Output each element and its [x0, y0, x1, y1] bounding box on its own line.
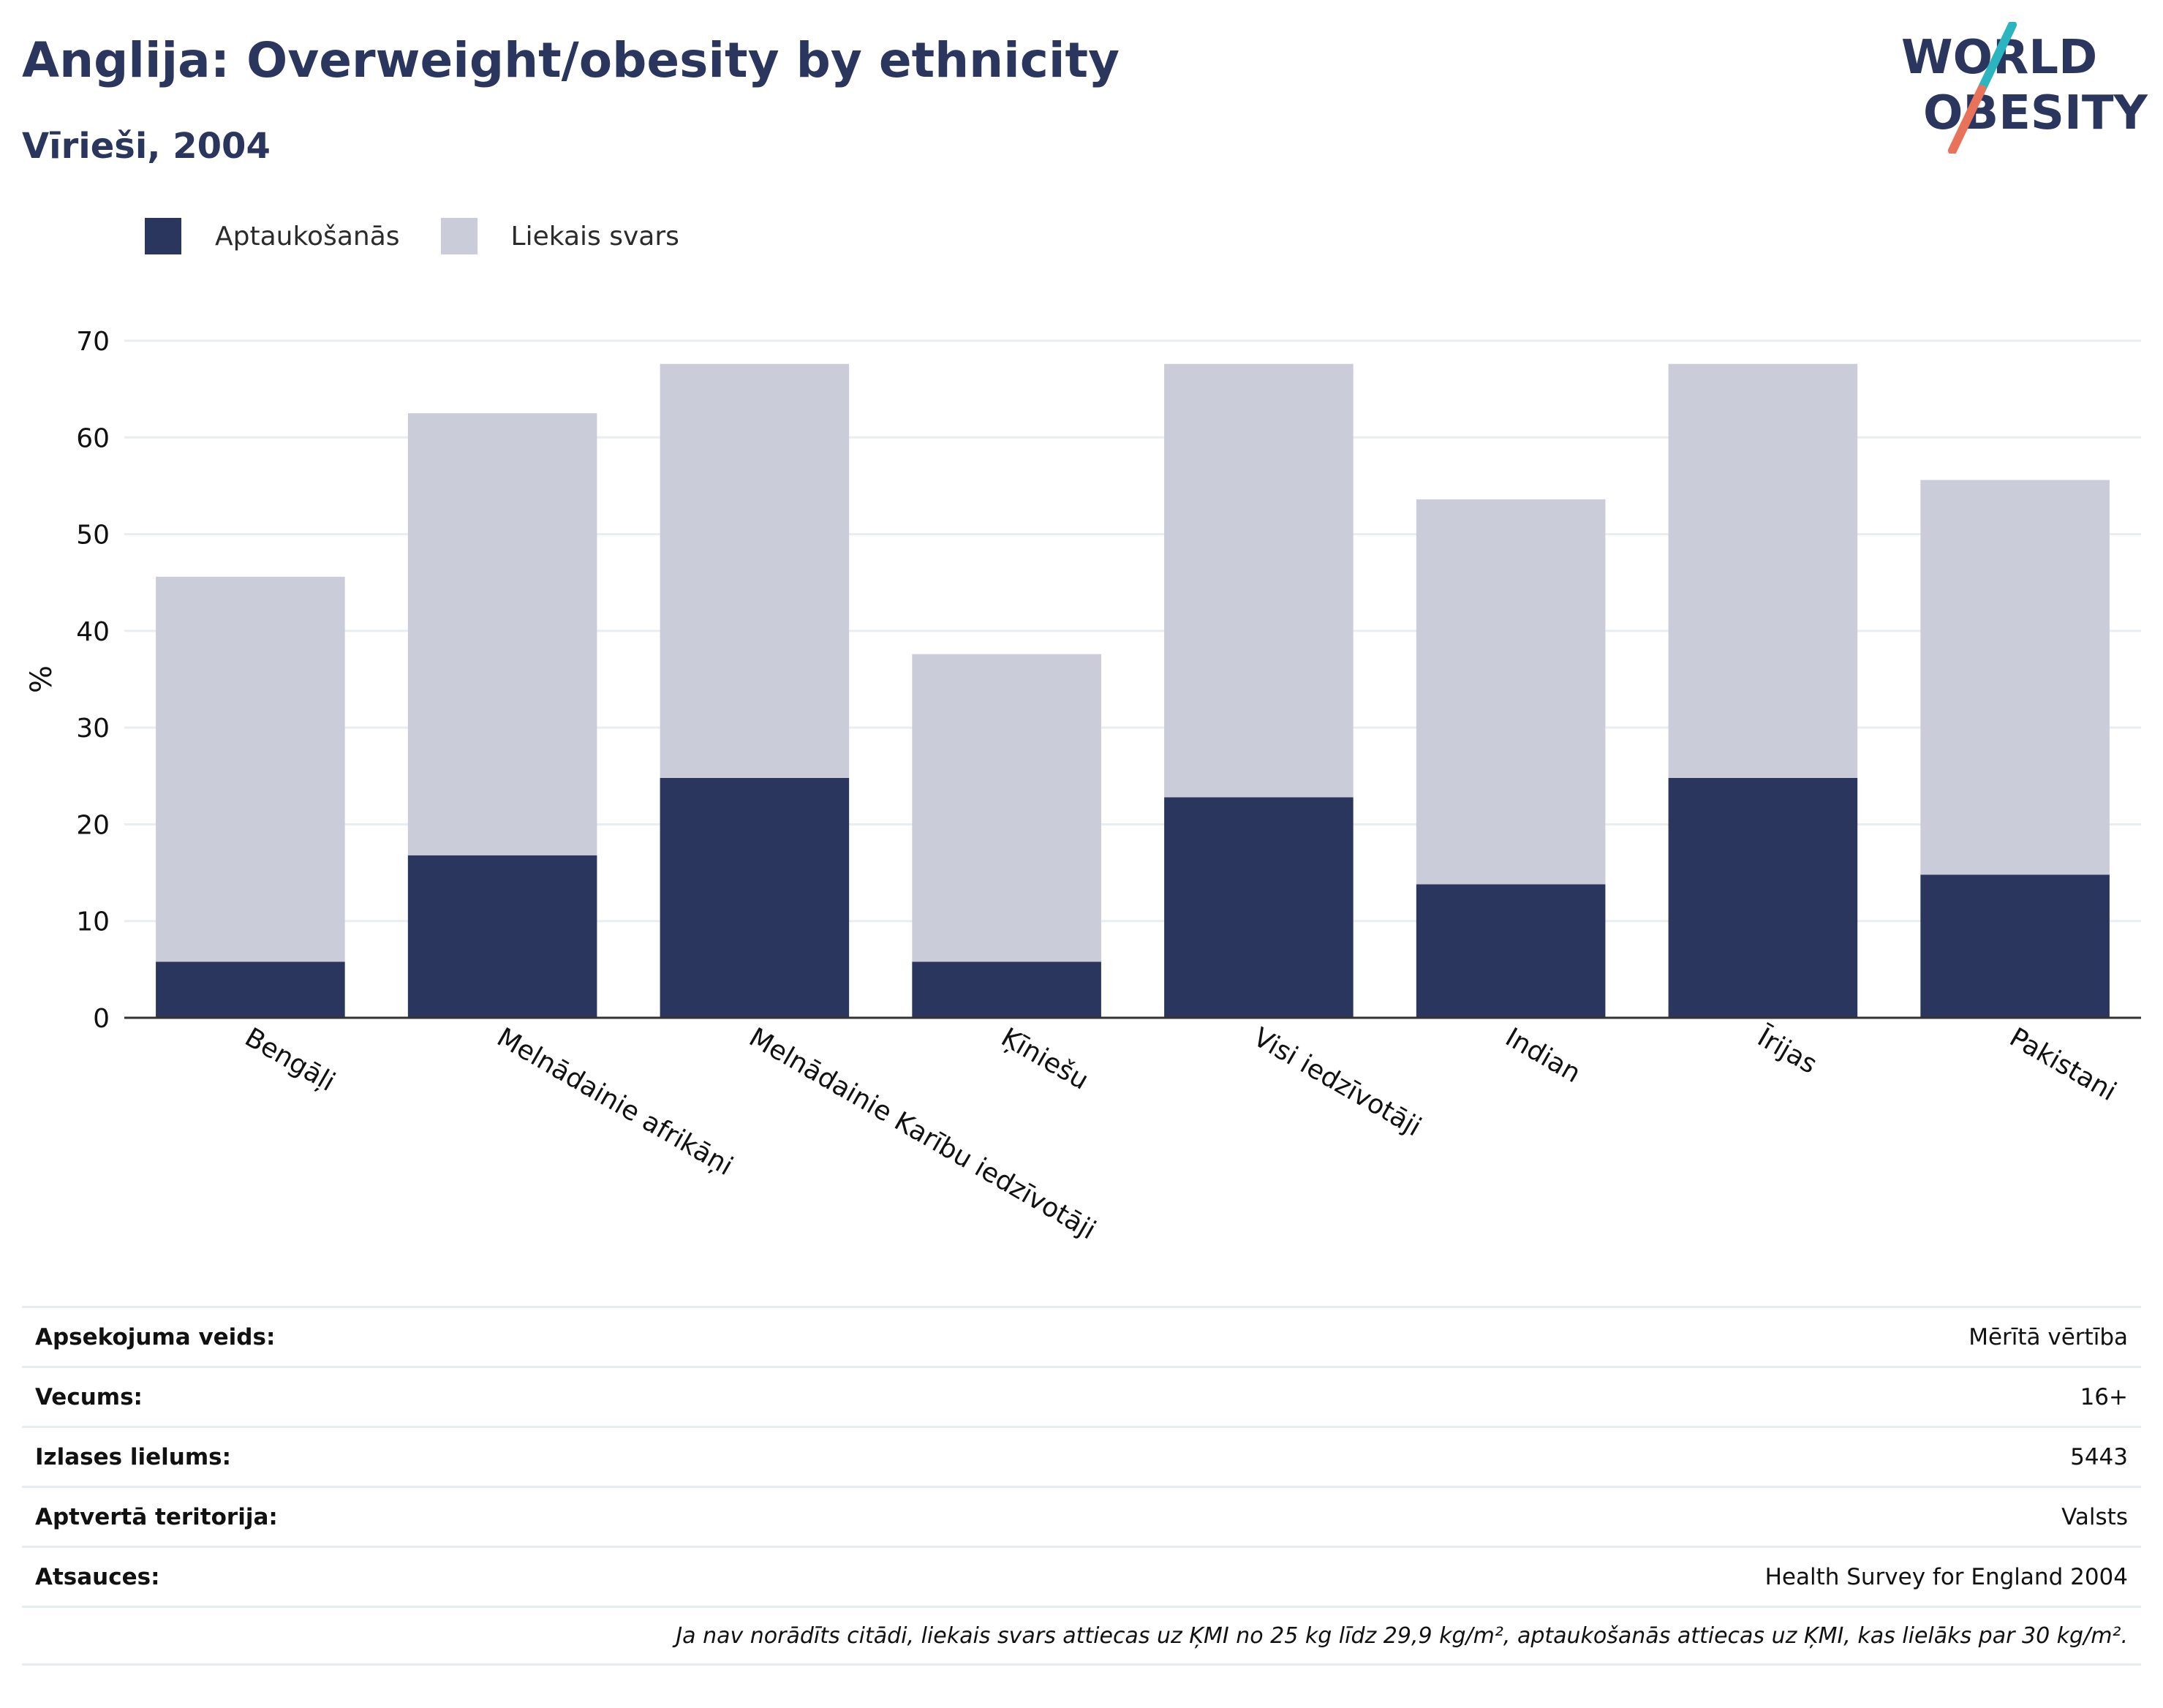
meta-row-area: Aptvertā teritorija: Valsts [22, 1486, 2141, 1546]
meta-key: Izlases lielums: [35, 1443, 231, 1470]
y-tick-label: 20 [76, 810, 110, 840]
meta-row-survey-type: Apsekojuma veids: Mērītā vērtība [22, 1306, 2141, 1366]
meta-row-age: Vecums: 16+ [22, 1366, 2141, 1426]
meta-key: Atsauces: [35, 1563, 160, 1590]
legend-label-overweight: Liekais svars [510, 221, 679, 252]
meta-value: 16+ [2080, 1383, 2128, 1410]
x-tick-label: Indian [1500, 1022, 1586, 1089]
bar-obesity [1164, 797, 1354, 1018]
metadata-table: Apsekojuma veids: Mērītā vērtība Vecums:… [22, 1306, 2141, 1666]
chart-title: Anglija: Overweight/obesity by ethnicity [22, 32, 1120, 88]
x-tick-label: Melnādainie afrikāņi [492, 1022, 738, 1182]
legend-item-overweight: Liekais svars [440, 218, 679, 254]
bar-overweight [660, 363, 850, 778]
meta-key: Aptvertā teritorija: [35, 1503, 278, 1530]
meta-value: Mērītā vērtība [1968, 1323, 2128, 1350]
stacked-bar-chart: 0 10 20 30 40 50 60 70% Bengāļi Melnādainie afrik… [25, 327, 2141, 1246]
bar-overweight [1164, 363, 1354, 798]
x-tick-label: Pakistani [2004, 1022, 2121, 1107]
meta-value: Health Survey for England 2004 [1764, 1563, 2128, 1590]
meta-key: Apsekojuma veids: [35, 1323, 276, 1350]
x-tick-label: Bengāļi [240, 1022, 340, 1097]
bar-overweight [1668, 363, 1858, 778]
legend-item-obesity: Aptaukošanās [145, 218, 400, 254]
bar-overweight [407, 413, 597, 855]
meta-value: Valsts [2061, 1503, 2128, 1530]
x-tick-label: Ķīniešu [996, 1022, 1093, 1096]
meta-value: 5443 [2070, 1443, 2128, 1470]
y-axis-label: % [25, 665, 58, 693]
y-tick-label: 50 [76, 521, 110, 551]
chart-subtitle: Vīrieši, 2004 [22, 126, 271, 167]
y-tick-label: 10 [76, 907, 110, 937]
x-tick-label: Visi iedzīvotāji [1248, 1022, 1426, 1142]
definition-note: Ja nav norādīts citādi, liekais svars at… [22, 1606, 2141, 1666]
meta-row-sample-size: Izlases lielums: 5443 [22, 1426, 2141, 1486]
bar-overweight [1920, 480, 2110, 875]
meta-key: Vecums: [35, 1383, 143, 1410]
y-tick-label: 70 [76, 327, 110, 357]
bar-obesity [1668, 777, 1858, 1018]
x-tick-label: Īrijas [1752, 1022, 1822, 1080]
bar-overweight [156, 576, 345, 962]
bar-obesity [156, 961, 345, 1018]
y-tick-label: 60 [76, 423, 110, 453]
legend-swatch-obesity [145, 218, 181, 254]
bar-obesity [1920, 874, 2110, 1018]
y-tick-label: 0 [93, 1004, 110, 1034]
world-obesity-logo: WORLD OBESITY [1901, 22, 2148, 154]
bar-overweight [912, 654, 1101, 962]
y-tick-label: 30 [76, 714, 110, 744]
meta-row-references: Atsauces: Health Survey for England 2004 [22, 1546, 2141, 1606]
bar-obesity [660, 777, 850, 1018]
legend: Aptaukošanās Liekais svars [145, 216, 720, 256]
bar-obesity [912, 961, 1101, 1018]
y-tick-label: 40 [76, 617, 110, 647]
legend-label-obesity: Aptaukošanās [215, 221, 400, 252]
bar-obesity [1416, 884, 1606, 1018]
bar-obesity [407, 855, 597, 1018]
bar-overweight [1416, 499, 1606, 885]
legend-swatch-overweight [440, 218, 477, 254]
